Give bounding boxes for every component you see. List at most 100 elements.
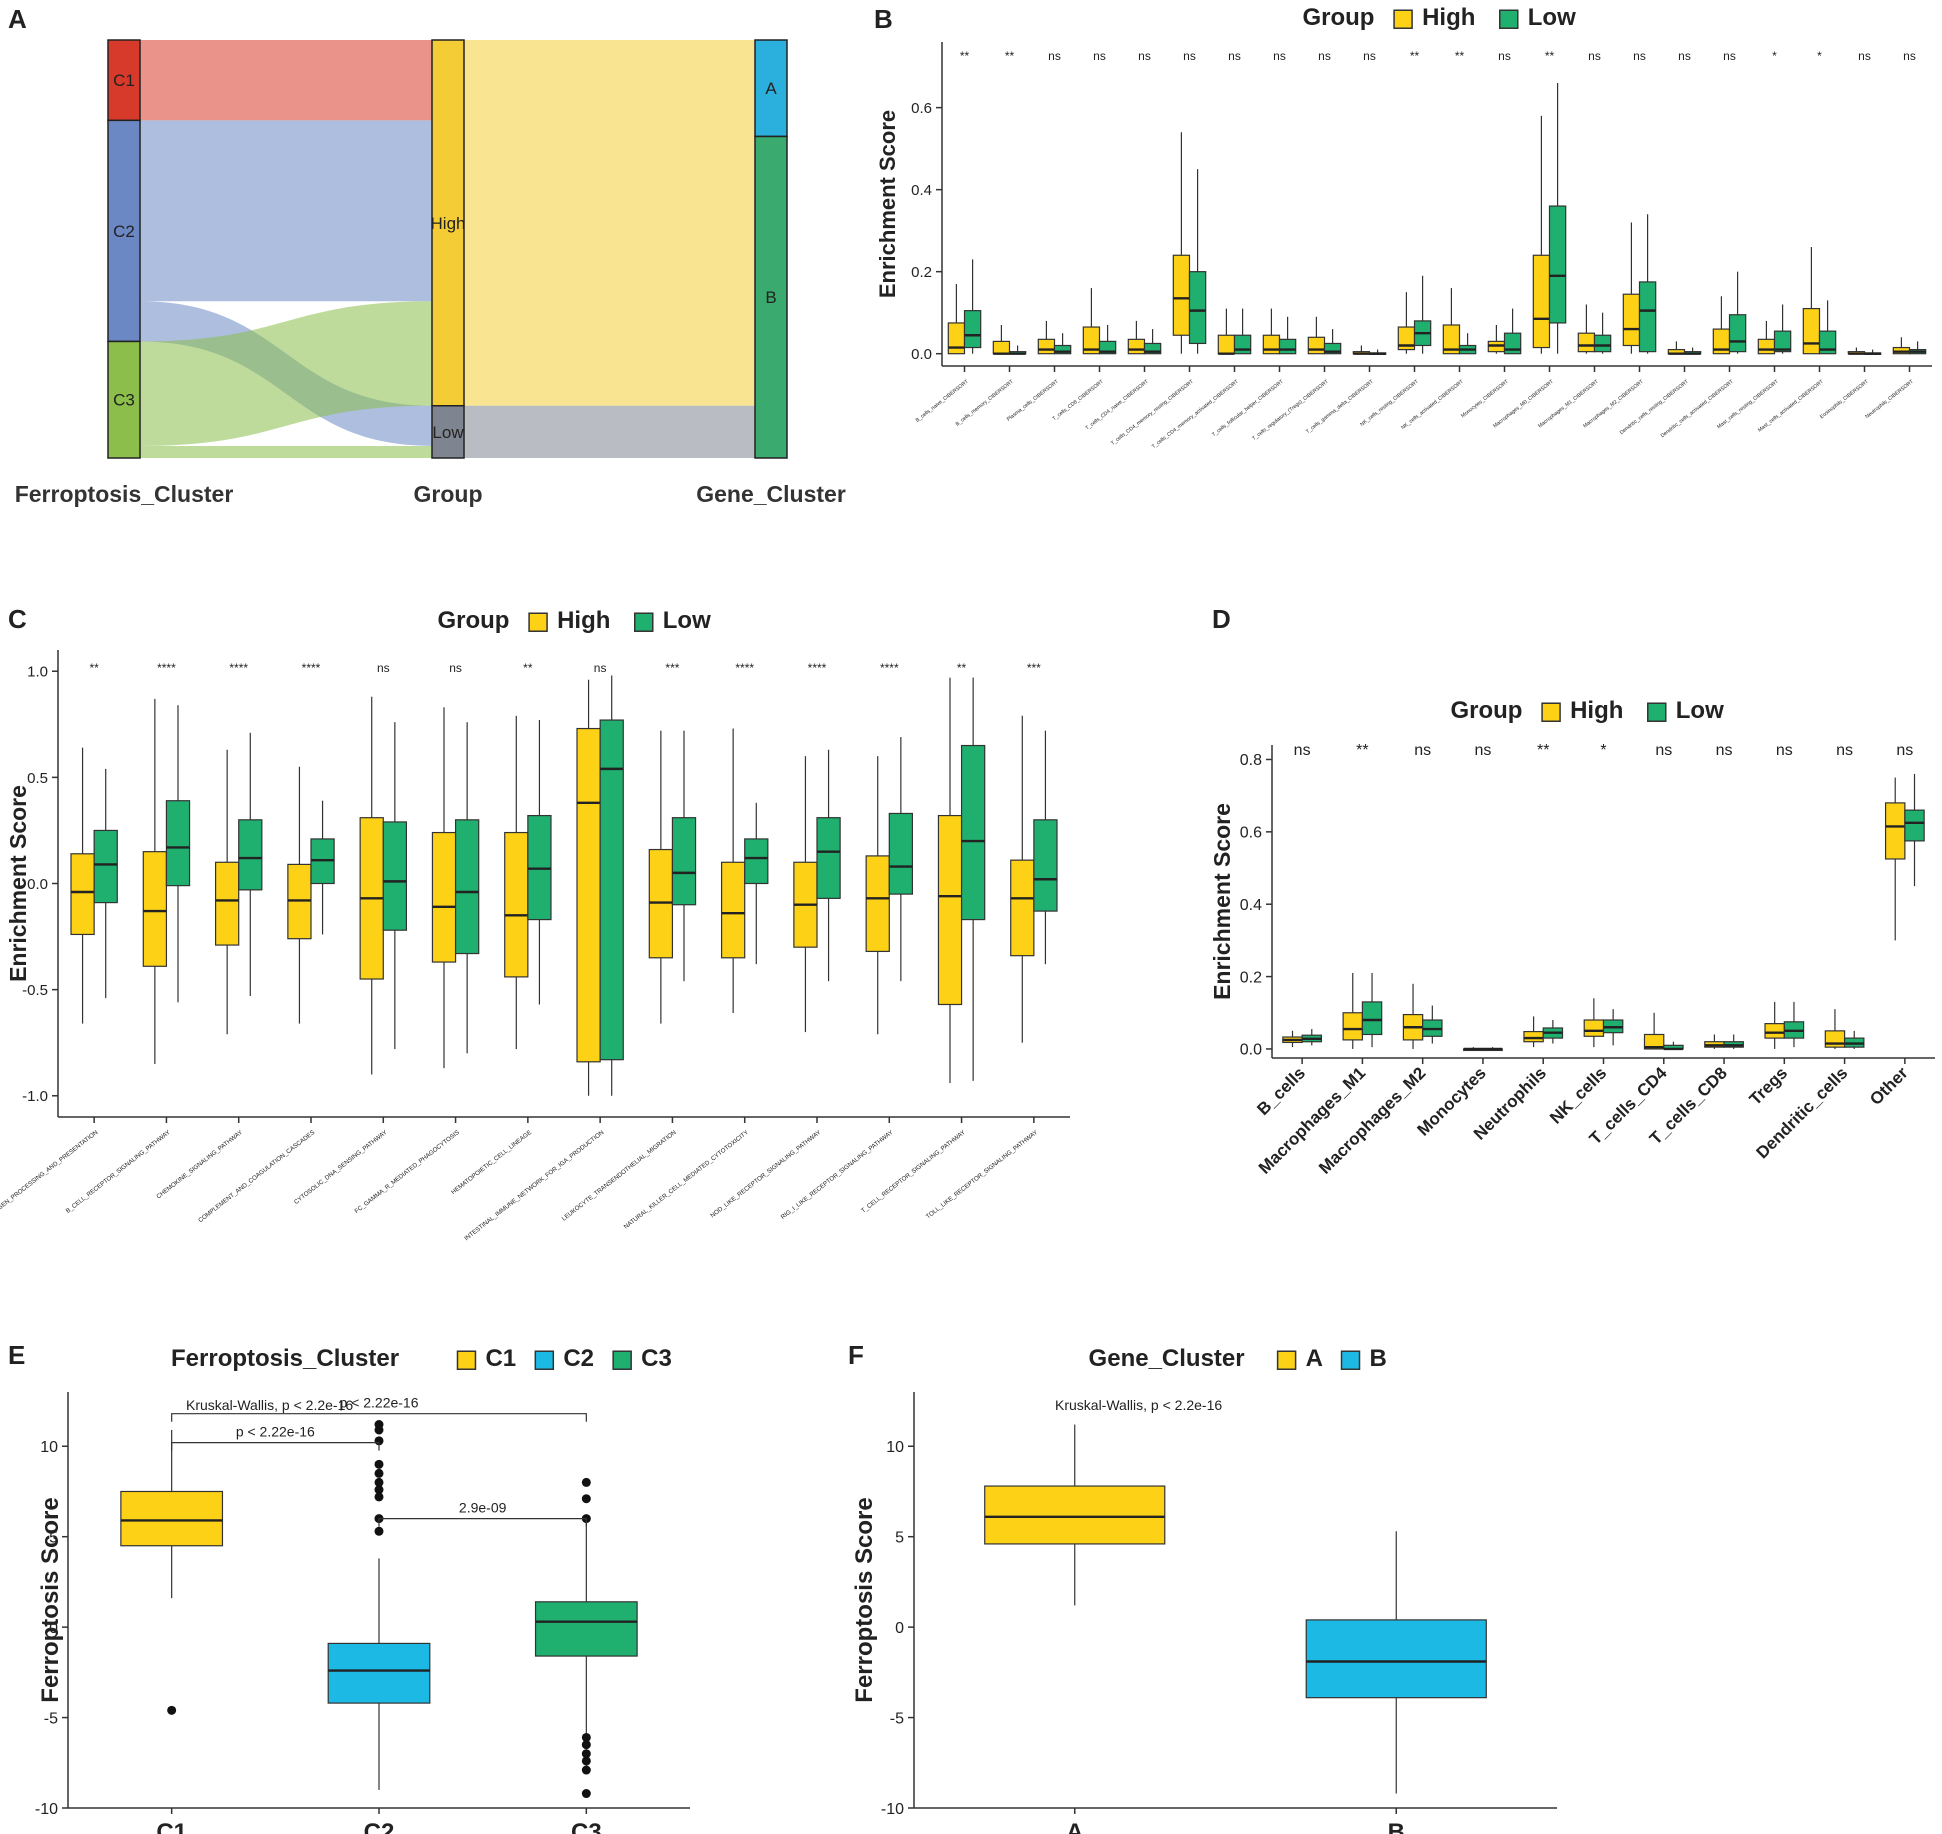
- y-tick-label: -5: [44, 1710, 58, 1727]
- box: [963, 310, 982, 349]
- box: [888, 812, 914, 895]
- significance-label: ****: [157, 661, 176, 675]
- comparison-p-label: p < 2.22e-16: [339, 1395, 418, 1411]
- legend-title: Group: [1302, 4, 1374, 31]
- box: [1643, 1033, 1665, 1050]
- box: [1342, 1012, 1364, 1041]
- y-tick-label: 0.6: [911, 100, 932, 117]
- legend-key-c2: [534, 1350, 555, 1370]
- y-tick-label: 0.2: [911, 264, 932, 281]
- legend-label-high: High: [1422, 4, 1475, 31]
- legend-label-c2: C2: [563, 1345, 594, 1372]
- box: [454, 819, 480, 955]
- box: [93, 829, 118, 904]
- box: [744, 838, 769, 885]
- outlier-point: [581, 1756, 591, 1766]
- box: [327, 1642, 431, 1704]
- panel-letter: C: [8, 604, 27, 634]
- significance-label: ns: [1498, 49, 1511, 63]
- legend-key-high: [528, 612, 548, 632]
- box: [1361, 1001, 1383, 1036]
- box: [1802, 307, 1821, 355]
- y-axis-title: Enrichment Score: [875, 110, 900, 298]
- significance-label: ns: [1093, 49, 1106, 63]
- significance-label: ns: [1858, 49, 1871, 63]
- kruskal-wallis-label: Kruskal-Wallis, p < 2.2e-16: [1055, 1397, 1222, 1413]
- y-tick-label: 0: [49, 1620, 58, 1637]
- box: [865, 855, 890, 953]
- x-tick-label: C3: [571, 1819, 602, 1834]
- outlier-point: [581, 1765, 591, 1775]
- significance-label: **: [1005, 49, 1015, 63]
- significance-label: ns: [1716, 742, 1733, 759]
- legend-key-high: [1393, 9, 1413, 29]
- box: [1082, 326, 1101, 355]
- outlier-point: [374, 1468, 384, 1478]
- stratum-label: A: [765, 79, 777, 98]
- box: [1033, 819, 1058, 912]
- significance-label: **: [960, 49, 970, 63]
- box: [431, 831, 457, 963]
- box: [1757, 338, 1776, 355]
- legend-label-c3: C3: [641, 1345, 672, 1372]
- outlier-point: [167, 1705, 177, 1715]
- significance-label: ns: [1896, 742, 1913, 759]
- legend-key-b: [1340, 1350, 1361, 1370]
- y-tick-label: 10: [40, 1439, 58, 1456]
- significance-label: ****: [302, 661, 321, 675]
- box: [1233, 334, 1252, 355]
- panel-letter: E: [8, 1340, 25, 1370]
- stratum-label: C1: [113, 71, 135, 90]
- box: [937, 814, 963, 1006]
- box: [1773, 330, 1792, 353]
- box: [984, 1485, 1166, 1545]
- legend-label-low: Low: [663, 607, 711, 634]
- box: [1053, 344, 1072, 355]
- flow-c3-low: [140, 445, 432, 458]
- box: [1577, 332, 1596, 353]
- significance-label: ns: [1294, 742, 1311, 759]
- significance-label: ns: [1228, 49, 1241, 63]
- y-tick-label: -1.0: [22, 1088, 48, 1105]
- axis-stratum-label: Group: [414, 481, 483, 507]
- legend-title: Group: [1450, 697, 1522, 724]
- stratum-label: C3: [113, 391, 135, 410]
- y-tick-label: 1.0: [27, 664, 48, 681]
- outlier-point: [374, 1485, 384, 1495]
- box: [1532, 254, 1551, 349]
- significance-label: ****: [735, 661, 754, 675]
- flow-c1-high: [140, 40, 432, 121]
- box: [238, 819, 263, 891]
- outlier-point: [581, 1494, 591, 1504]
- significance-label: ns: [1318, 49, 1331, 63]
- box: [214, 861, 240, 946]
- comparison-bracket: [378, 1518, 587, 1527]
- box: [1442, 324, 1461, 355]
- panel-letter: B: [874, 4, 893, 34]
- legend-key-low: [634, 612, 654, 632]
- stratum-label: Low: [432, 423, 464, 442]
- legend-title: Gene_Cluster: [1089, 1345, 1245, 1372]
- significance-label: ns: [1836, 742, 1853, 759]
- box: [1523, 1030, 1544, 1043]
- y-axis-title: Ferroptosis Score: [851, 1497, 878, 1702]
- outlier-point: [581, 1477, 591, 1487]
- legend-key-c3: [612, 1350, 632, 1370]
- y-axis-title: Enrichment Score: [5, 785, 31, 982]
- significance-label: **: [1455, 49, 1465, 63]
- y-tick-label: 0.4: [911, 182, 932, 199]
- box: [1172, 254, 1191, 336]
- legend-key-low: [1499, 9, 1519, 29]
- stratum-b: [754, 135, 788, 459]
- comparison-p-label: p < 2.22e-16: [236, 1424, 315, 1440]
- significance-label: ns: [1414, 742, 1431, 759]
- stratum-c2: [107, 119, 141, 343]
- significance-label: ns: [1633, 49, 1646, 63]
- box: [1323, 342, 1342, 355]
- box: [382, 821, 408, 931]
- legend-label-low: Low: [1676, 697, 1724, 724]
- significance-label: ****: [880, 661, 899, 675]
- x-tick-label: A: [1066, 1819, 1083, 1834]
- legend-label-high: High: [557, 607, 610, 634]
- box: [1127, 338, 1146, 355]
